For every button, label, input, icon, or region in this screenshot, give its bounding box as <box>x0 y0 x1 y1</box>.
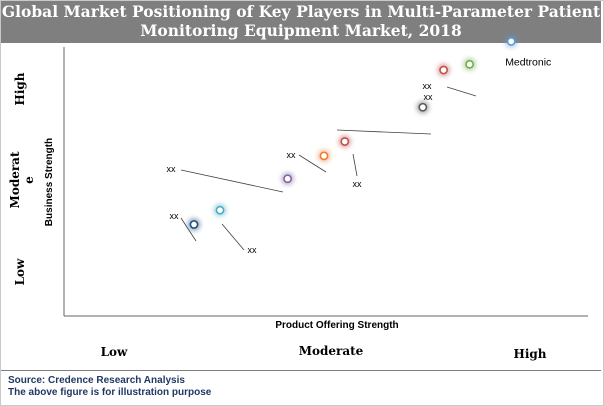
leader-line <box>446 86 477 97</box>
leader-line <box>180 169 284 193</box>
title-bar: Global Market Positioning of Key Players… <box>1 1 601 43</box>
data-point <box>215 205 225 215</box>
data-point <box>319 151 329 161</box>
leader-line <box>221 223 245 251</box>
leader-line <box>180 217 197 242</box>
point-label: xx <box>424 92 434 102</box>
data-point <box>439 65 448 75</box>
x-axis-label: Product Offering Strength <box>275 320 398 331</box>
chart-title-line2: Monitoring Equipment Market, 2018 <box>140 21 462 40</box>
data-point <box>283 174 292 184</box>
point-label: xx <box>287 150 297 160</box>
leader-line <box>352 153 358 177</box>
y-axis-label: Business Strength <box>44 138 55 226</box>
point-label: xx <box>170 211 180 221</box>
y-level-low: Low <box>13 258 27 285</box>
data-point <box>189 220 199 229</box>
point-label: xx <box>353 179 363 189</box>
source-note: Source: Credence Research Analysis <box>8 375 185 386</box>
chart-title-line1: Global Market Positioning of Key Players… <box>1 2 601 21</box>
data-point <box>465 59 474 69</box>
point-label: xx <box>167 164 177 174</box>
leader-line <box>298 154 327 173</box>
x-level-low: Low <box>101 345 128 359</box>
x-level-moderate: Moderate <box>299 344 364 358</box>
y-level-high: High <box>13 72 27 105</box>
data-point <box>506 37 516 46</box>
point-label: xx <box>423 81 433 91</box>
data-point <box>340 137 350 146</box>
point-label-medtronic: Medtronic <box>505 56 551 68</box>
data-point <box>418 102 428 112</box>
x-level-high: High <box>513 347 546 361</box>
point-label: xx <box>248 245 258 255</box>
illustration-note: The above figure is for illustration pur… <box>8 387 212 398</box>
y-level-moderate: Moderate <box>8 151 36 208</box>
leader-line <box>336 129 432 135</box>
footer-divider <box>1 370 601 371</box>
